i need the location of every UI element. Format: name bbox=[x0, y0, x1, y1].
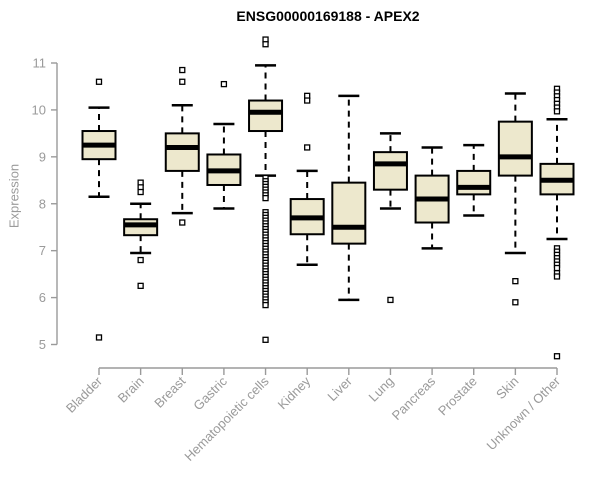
iqr-box bbox=[331, 181, 367, 245]
x-category-label-liver: Liver bbox=[324, 373, 355, 404]
x-category-label-lung: Lung bbox=[366, 374, 397, 405]
boxplot-kidney bbox=[289, 92, 325, 266]
boxplot-breast bbox=[164, 66, 200, 226]
boxplot-prostate bbox=[456, 143, 492, 217]
x-category-label-pancreas: Pancreas bbox=[389, 373, 439, 423]
outlier-point bbox=[387, 296, 394, 304]
axes bbox=[51, 62, 558, 375]
outlier-point bbox=[137, 282, 144, 290]
outlier-point bbox=[95, 334, 103, 341]
boxplot-unknown-other bbox=[539, 85, 575, 360]
boxplot-lung bbox=[372, 132, 408, 304]
y-tick-label: 7 bbox=[39, 243, 46, 258]
iqr-box bbox=[248, 99, 284, 133]
x-category-label-gastric: Gastric bbox=[190, 373, 230, 413]
boxplot-hematopoietic-cells bbox=[248, 36, 284, 343]
outlier-point bbox=[220, 80, 228, 88]
outlier-point bbox=[262, 336, 269, 343]
iqr-box bbox=[456, 169, 492, 196]
iqr-box bbox=[497, 120, 533, 177]
outlier-point bbox=[553, 264, 561, 272]
outlier-point bbox=[262, 41, 269, 48]
x-category-label-brain: Brain bbox=[115, 374, 147, 406]
boxplot-gastric bbox=[206, 80, 242, 210]
outlier-point bbox=[262, 194, 269, 202]
x-category-label-skin: Skin bbox=[493, 374, 521, 402]
boxplot-liver bbox=[331, 94, 367, 302]
outlier-point bbox=[304, 97, 311, 104]
y-tick-label: 5 bbox=[39, 337, 46, 352]
outlier-point bbox=[179, 66, 186, 74]
y-tick-label: 8 bbox=[39, 196, 46, 211]
outlier-point bbox=[553, 108, 561, 115]
outlier-point bbox=[553, 353, 561, 360]
boxplot-pancreas bbox=[414, 146, 450, 250]
outlier-point bbox=[512, 278, 519, 285]
y-tick-label: 10 bbox=[32, 102, 46, 117]
x-category-label-unknown-other: Unknown / Other bbox=[484, 373, 564, 453]
y-tick-label: 11 bbox=[33, 56, 47, 71]
x-category-label-breast: Breast bbox=[151, 373, 188, 410]
x-category-label-bladder: Bladder bbox=[63, 373, 106, 416]
outlier-point bbox=[553, 273, 561, 280]
iqr-box bbox=[372, 151, 408, 191]
outlier-point bbox=[137, 188, 144, 196]
chart-title: ENSG00000169188 - APEX2 bbox=[236, 8, 420, 24]
boxplot-skin bbox=[497, 92, 533, 306]
x-category-label-kidney: Kidney bbox=[275, 373, 314, 412]
outlier-point bbox=[179, 78, 186, 85]
outlier-point bbox=[512, 299, 519, 306]
outlier-point bbox=[304, 144, 311, 151]
outlier-point bbox=[95, 78, 103, 85]
x-category-label-prostate: Prostate bbox=[435, 374, 480, 419]
boxplot-bladder bbox=[81, 78, 117, 341]
iqr-box bbox=[164, 132, 200, 172]
boxplot-brain bbox=[123, 179, 159, 290]
y-tick-label: 6 bbox=[39, 290, 46, 305]
outlier-point bbox=[137, 256, 144, 264]
outlier-point bbox=[262, 301, 269, 309]
outlier-point bbox=[179, 219, 186, 226]
y-tick-label: 9 bbox=[39, 149, 46, 164]
